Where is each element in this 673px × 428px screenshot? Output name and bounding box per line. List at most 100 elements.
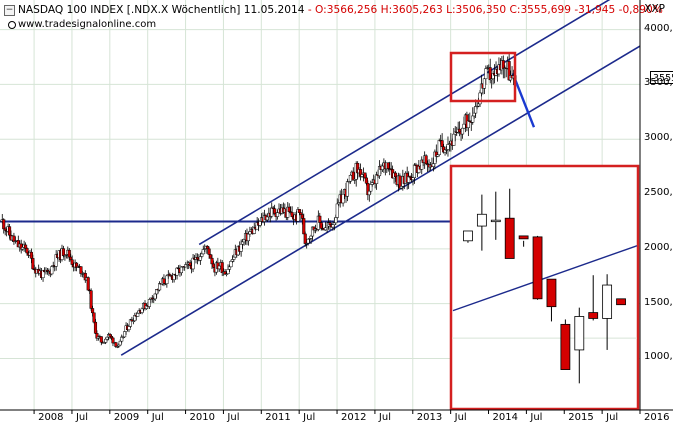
header-period: Wöchentlich] 11.05.2014 — [171, 4, 305, 16]
trend-line-projection — [511, 73, 536, 128]
candle-body — [431, 163, 435, 167]
x-tick-label: 2015 — [568, 412, 594, 423]
candle-body — [484, 68, 488, 80]
candle-body — [399, 186, 403, 189]
y-tick-label: 2000,0 — [644, 241, 673, 253]
trend-line-channel-lower — [120, 45, 641, 356]
candle-body — [207, 248, 211, 255]
candle-body — [375, 174, 379, 184]
candle-body — [188, 262, 192, 266]
candle-body — [386, 162, 390, 169]
candle-body — [452, 133, 456, 146]
candle-body — [118, 340, 122, 346]
candle-body — [92, 312, 96, 323]
candle-body — [265, 216, 269, 221]
x-tick-label: Jul — [151, 412, 164, 423]
candle-body — [501, 60, 505, 69]
candle-body — [300, 214, 304, 219]
candle-body — [21, 247, 25, 250]
candle-body — [198, 256, 202, 261]
candle-body — [306, 238, 310, 244]
x-tick-label: Jul — [378, 412, 391, 423]
candle-body — [2, 219, 6, 230]
inset-candle-body — [532, 236, 543, 300]
candle-body — [367, 190, 371, 196]
candle-body — [332, 222, 336, 226]
candle-body — [69, 256, 73, 261]
inset-candle-body — [504, 217, 515, 259]
candle-body — [239, 243, 243, 252]
candle-body — [241, 241, 245, 245]
candle-body — [299, 212, 303, 215]
candle-body — [424, 155, 428, 164]
candle-body — [220, 262, 224, 274]
x-tick-label: 2009 — [113, 412, 140, 423]
x-tick-label: 2008 — [38, 412, 64, 423]
candle-body — [104, 338, 108, 343]
candle-body — [380, 165, 384, 170]
candle-body — [348, 174, 352, 182]
candle-body — [70, 259, 74, 265]
candle-body — [191, 257, 195, 270]
inset-candle-body — [616, 298, 626, 306]
candle-body — [287, 206, 291, 212]
candle-body — [334, 217, 338, 224]
collapse-toggle-icon[interactable]: − — [4, 4, 15, 16]
candle-body — [258, 221, 262, 226]
candle-body — [175, 267, 179, 276]
candle-body — [232, 256, 236, 260]
x-tick-label: Jul — [606, 412, 619, 423]
inset-candle-body — [476, 213, 487, 227]
candle-body — [488, 67, 492, 81]
candle-body — [482, 78, 486, 89]
x-tick-label: Jul — [530, 412, 543, 423]
last-value-tag: 3555 — [650, 71, 673, 84]
candle-body — [111, 337, 115, 344]
inset-candle-body — [518, 235, 529, 240]
candle-body — [412, 164, 417, 179]
candle-body — [29, 251, 33, 259]
header-quote: - O:3566,256 H:3605,263 L:3506,350 C:355… — [307, 4, 663, 16]
y-tick-label: 1500,0 — [644, 296, 673, 308]
candle-body — [24, 244, 28, 249]
candle-body — [242, 239, 246, 243]
x-tick-label: 2014 — [492, 412, 518, 423]
candle-body — [79, 266, 83, 274]
candle-body — [127, 326, 131, 331]
x-tick-label: 2013 — [416, 412, 443, 423]
candle-body — [165, 275, 169, 284]
candle-body — [472, 112, 476, 117]
candle-body — [364, 177, 368, 184]
x-tick-label: Jul — [75, 412, 89, 423]
chart-header: − NASDAQ 100 INDEX [.NDX.X Wöchentlich] … — [4, 2, 663, 18]
y-tick-label: 3500,0 — [644, 77, 673, 89]
x-tick-label: 2010 — [189, 412, 215, 423]
candle-body — [458, 128, 462, 133]
x-tick-label: 2012 — [341, 412, 367, 423]
candle-body — [201, 249, 205, 255]
source-bullet-icon — [8, 20, 16, 29]
candle-body — [209, 254, 213, 259]
candle-body — [369, 184, 373, 192]
candle-body — [471, 115, 475, 123]
candle-body — [462, 123, 466, 129]
candle-body — [446, 144, 450, 150]
candle-body — [123, 331, 127, 338]
candle-body — [302, 218, 306, 235]
candle-body — [276, 212, 280, 217]
candle-body — [86, 277, 90, 291]
candle-body — [140, 308, 144, 313]
candle-body — [200, 253, 204, 257]
candle-body — [61, 248, 65, 257]
candle-body — [25, 248, 29, 254]
candle-body — [105, 336, 109, 340]
candle-body — [477, 103, 481, 107]
candle-body — [246, 233, 250, 242]
candle-body — [309, 235, 313, 239]
inset-layer — [449, 164, 640, 411]
trend-line-layer — [0, 0, 641, 356]
candle-body — [360, 174, 364, 177]
candle-body — [206, 246, 210, 250]
inset-candle-body — [588, 312, 599, 319]
candle-body — [91, 308, 95, 314]
